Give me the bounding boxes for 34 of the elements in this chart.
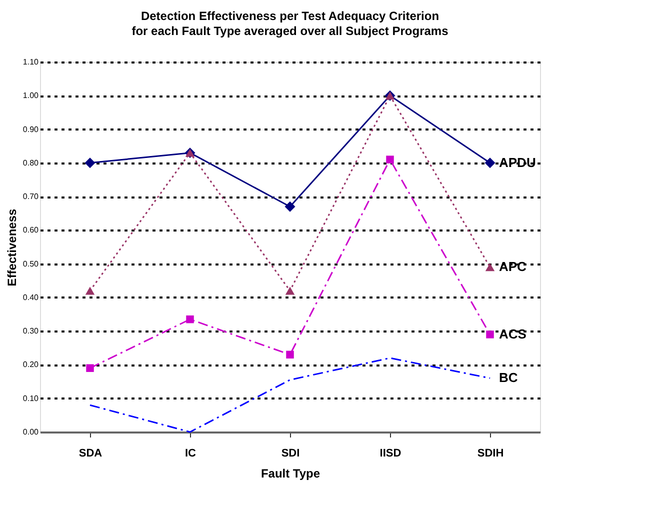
y-tick-label: 0.40: [22, 292, 40, 302]
x-tick-label: SDIH: [477, 448, 504, 460]
point: [286, 350, 294, 359]
x-tick-label: SDI: [281, 448, 300, 460]
point: [484, 158, 496, 168]
point: [186, 315, 194, 324]
chart-title: Detection Effectiveness per Test Adequacy Criterion: [140, 9, 440, 23]
series-label: BC: [499, 370, 518, 386]
y-tick-label: 0.90: [22, 124, 40, 134]
x-axis-title: Fault Type: [260, 466, 320, 480]
point: [85, 286, 95, 295]
y-tick-label: 0.50: [22, 259, 40, 268]
point: [86, 364, 94, 372]
point: [486, 330, 494, 338]
point: [485, 263, 495, 272]
y-tick-label: 0.30: [22, 326, 40, 336]
point: [386, 156, 394, 164]
y-tick-label: 0.70: [22, 192, 40, 202]
y-tick-label: 1.00: [22, 91, 40, 100]
y-tick-label: 0.20: [22, 360, 40, 370]
y-tick-label: 0.60: [22, 226, 40, 235]
y-axis-title: Effectiveness: [4, 208, 19, 286]
point: [284, 201, 296, 212]
y-tick-label: 0.80: [22, 158, 40, 168]
x-tick-label: IISD: [380, 448, 402, 460]
y-tick-label: 0.00: [22, 428, 40, 436]
y-tick-label: 1.10: [22, 58, 40, 66]
point: [285, 286, 295, 295]
x-tick-label: IC: [185, 448, 196, 460]
y-tick-label: 0.10: [22, 394, 40, 403]
point: [84, 158, 96, 168]
line-series: [89, 357, 491, 433]
chart-subtitle: for each Fault Type averaged over all Subject Programs: [132, 24, 449, 38]
x-tick-label: SDA: [78, 448, 102, 460]
